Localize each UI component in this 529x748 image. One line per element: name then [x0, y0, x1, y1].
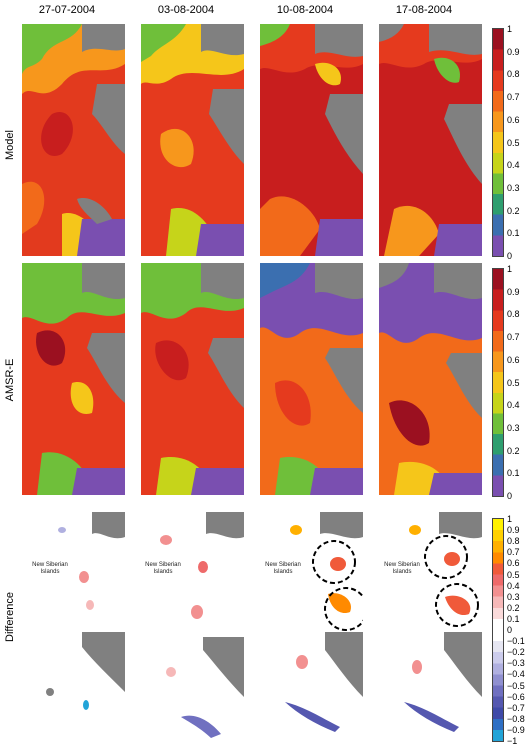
difference-map-3 — [260, 512, 363, 742]
colorbar-model-tick: 0.2 — [507, 205, 520, 216]
date-col-4: 17-08-2004 — [395, 4, 453, 16]
difference-map-2 — [141, 512, 244, 742]
colorbar-difference-tick: −0.9 — [507, 724, 525, 735]
colorbar-difference-tick: 0.3 — [507, 591, 520, 602]
colorbar-difference-tick: 0.7 — [507, 547, 520, 558]
colorbar-amsr-tick: 0 — [507, 491, 513, 501]
colorbar-amsr-tick: 0.7 — [507, 332, 520, 343]
annotation-new-siberian-2: New Siberian Islands — [145, 562, 181, 575]
colorbar-difference-tick: −0.6 — [507, 691, 525, 702]
colorbar-difference-tick: −0.4 — [507, 669, 525, 680]
colorbar-amsr-tick: 0.9 — [507, 286, 520, 297]
colorbar-model — [492, 28, 504, 257]
colorbar-model-tick: 0.9 — [507, 46, 520, 57]
date-col-3: 10-08-2004 — [276, 4, 334, 16]
colorbar-difference-tick: −0.7 — [507, 702, 525, 713]
difference-map-1 — [22, 512, 125, 742]
row-label-model: Model — [4, 130, 16, 160]
date-col-1: 27-07-2004 — [38, 4, 96, 16]
colorbar-difference-tick: 0 — [507, 625, 513, 635]
amsr-map-3 — [260, 263, 363, 495]
difference-map-4 — [379, 512, 482, 742]
colorbar-model-tick: 0.6 — [507, 114, 520, 125]
annotation-new-siberian-4: New Siberian Islands — [384, 562, 420, 575]
colorbar-difference-tick: 0.8 — [507, 536, 520, 547]
colorbar-model-tick: 0.1 — [507, 228, 520, 239]
colorbar-difference-tick: 0.9 — [507, 525, 520, 536]
model-map-2 — [141, 24, 244, 256]
colorbar-model-tick: 0.3 — [507, 182, 520, 193]
colorbar-amsr-tick: 0.4 — [507, 400, 520, 411]
colorbar-difference-tick: 0.1 — [507, 613, 520, 624]
row-label-amsr: AMSR-E — [4, 358, 16, 402]
amsr-map-2 — [141, 263, 244, 495]
colorbar-difference-tick: −0.1 — [507, 636, 525, 647]
colorbar-difference-tick: 0.2 — [507, 602, 520, 613]
colorbar-difference — [492, 518, 504, 742]
colorbar-difference-tick: 0.5 — [507, 569, 520, 580]
annotation-new-siberian-3: New Siberian Islands — [265, 562, 301, 575]
date-col-2: 03-08-2004 — [157, 4, 215, 16]
colorbar-difference-tick: −0.5 — [507, 680, 525, 691]
colorbar-difference-tick: 1 — [507, 514, 513, 524]
model-map-3 — [260, 24, 363, 256]
row-label-difference: Difference — [4, 592, 16, 642]
colorbar-amsr-tick: 0.6 — [507, 354, 520, 365]
annotation-new-siberian-1: New Siberian Islands — [32, 562, 68, 575]
colorbar-model-tick: 1 — [507, 24, 513, 34]
colorbar-difference-tick: −1 — [507, 736, 518, 746]
colorbar-amsr-tick: 0.3 — [507, 422, 520, 433]
colorbar-amsr-tick: 0.1 — [507, 468, 520, 479]
colorbar-difference-tick: −0.8 — [507, 713, 525, 724]
colorbar-amsr-tick: 0.5 — [507, 377, 520, 388]
model-map-1 — [22, 24, 125, 256]
colorbar-amsr — [492, 268, 504, 497]
colorbar-difference-tick: −0.3 — [507, 658, 525, 669]
amsr-map-1 — [22, 263, 125, 495]
amsr-map-4 — [379, 263, 482, 495]
colorbar-difference-tick: 0.4 — [507, 580, 520, 591]
colorbar-model-tick: 0.7 — [507, 92, 520, 103]
colorbar-model-tick: 0.5 — [507, 137, 520, 148]
colorbar-amsr-tick: 1 — [507, 264, 513, 274]
colorbar-model-tick: 0.4 — [507, 160, 520, 171]
model-map-4 — [379, 24, 482, 256]
colorbar-model-tick: 0 — [507, 251, 513, 261]
colorbar-difference-tick: 0.6 — [507, 558, 520, 569]
colorbar-amsr-tick: 0.2 — [507, 445, 520, 456]
colorbar-model-tick: 0.8 — [507, 69, 520, 80]
colorbar-difference-tick: −0.2 — [507, 647, 525, 658]
colorbar-amsr-tick: 0.8 — [507, 309, 520, 320]
